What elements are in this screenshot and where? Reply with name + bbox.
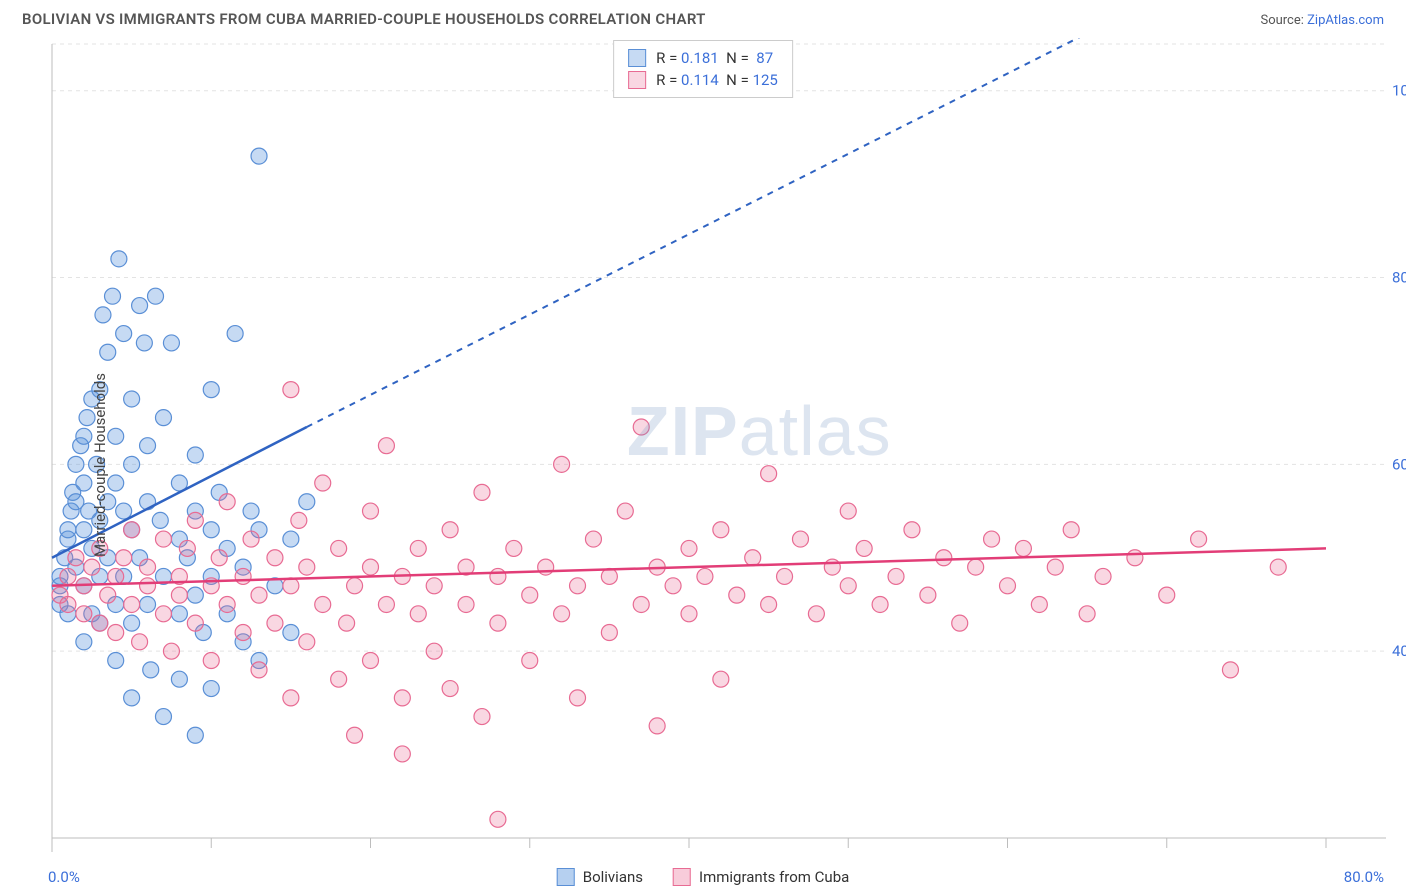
legend-swatch-icon	[557, 868, 575, 886]
legend-item-cuba: Immigrants from Cuba	[673, 868, 849, 886]
correlation-legend: R = 0.181 N = 87 R = 0.114 N = 125	[613, 40, 793, 98]
legend-swatch-icon	[673, 868, 691, 886]
source-attribution: Source: ZipAtlas.com	[1260, 13, 1384, 28]
y-axis-label: Married-couple Households	[91, 373, 109, 557]
legend-row-cuba: R = 0.114 N = 125	[628, 69, 778, 91]
svg-text:40.0%: 40.0%	[1392, 642, 1406, 660]
legend-row-bolivians: R = 0.181 N = 87	[628, 47, 778, 69]
scatter-plot-svg: 40.0% 60.0% 80.0% 100.0%	[0, 38, 1406, 892]
chart-header: BOLIVIAN VS IMMIGRANTS FROM CUBA MARRIED…	[0, 0, 1406, 36]
series-legend: Bolivians Immigrants from Cuba	[557, 868, 850, 886]
legend-item-bolivians: Bolivians	[557, 868, 643, 886]
x-axis-max-label: 80.0%	[1344, 868, 1384, 886]
source-link[interactable]: ZipAtlas.com	[1307, 13, 1384, 28]
chart-area: Married-couple Households R = 0.181 N = …	[0, 38, 1406, 892]
legend-swatch-cuba	[628, 71, 646, 89]
x-axis-min-label: 0.0%	[48, 868, 80, 886]
svg-text:100.0%: 100.0%	[1392, 82, 1406, 100]
svg-text:80.0%: 80.0%	[1392, 269, 1406, 287]
svg-text:60.0%: 60.0%	[1392, 455, 1406, 473]
legend-swatch-bolivians	[628, 49, 646, 67]
chart-title: BOLIVIAN VS IMMIGRANTS FROM CUBA MARRIED…	[22, 10, 706, 28]
